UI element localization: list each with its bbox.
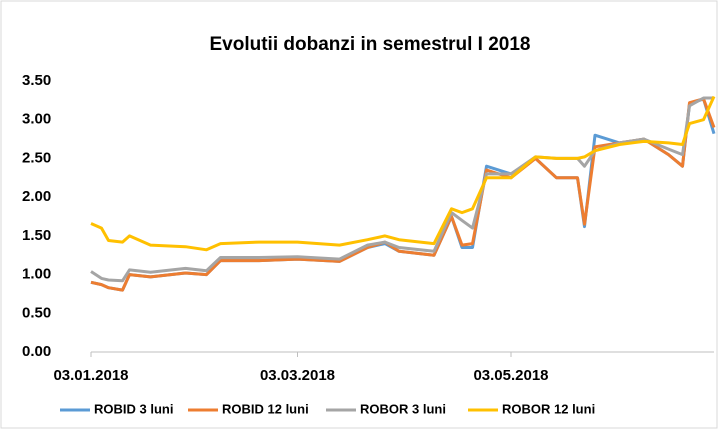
series-line [90,96,714,283]
y-tick-label: 0.50 [22,304,51,321]
x-tick-label: 03.03.2018 [260,367,335,384]
x-tick-label: 03.01.2018 [53,367,128,384]
legend-label: ROBID 3 luni [94,401,173,416]
y-tick-label: 0.00 [22,343,51,360]
chart-title: Evolutii dobanzi in semestrul I 2018 [210,34,531,55]
y-tick-label: 2.00 [22,188,51,205]
y-tick-label: 3.00 [22,111,51,128]
legend-label: ROBID 12 luni [222,401,309,416]
y-tick-label: 1.00 [22,266,51,283]
series-line [90,95,716,252]
legend-label: ROBOR 12 luni [502,401,595,416]
legend-label: ROBOR 3 luni [360,401,446,416]
y-tick-label: 3.50 [22,72,51,89]
y-tick-label: 1.50 [22,227,51,244]
x-tick-label: 03.05.2018 [473,367,548,384]
y-tick-label: 2.50 [22,149,51,166]
